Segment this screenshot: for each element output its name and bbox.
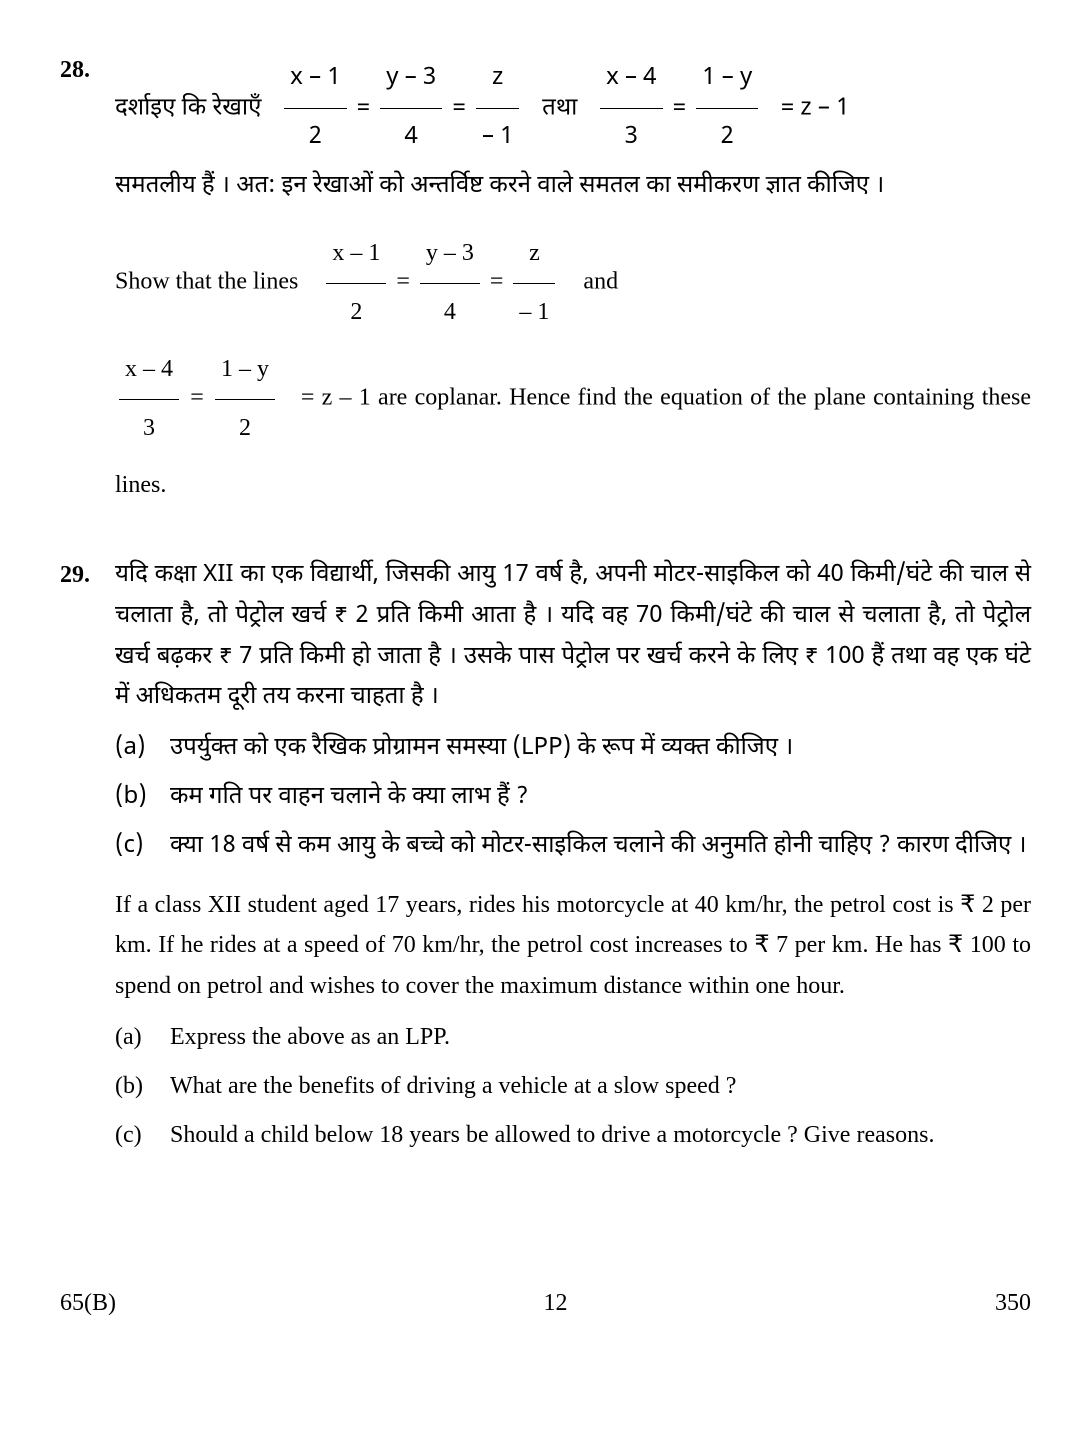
footer-left: 65(B) (60, 1283, 116, 1324)
frac-den: 4 (380, 109, 442, 167)
question-number: 28. (60, 50, 115, 515)
sub-a: (a) Express the above as an LPP. (115, 1017, 1031, 1058)
frac-num: x – 4 (119, 341, 179, 400)
frac-1: x – 1 2 (284, 50, 346, 166)
q29-english-body: If a class XII student aged 17 years, ri… (115, 885, 1031, 1007)
frac-num: y – 3 (380, 50, 442, 109)
hindi-suffix1: = z – 1 (781, 93, 849, 125)
sub-text: उपर्युक्त को एक रैखिक प्रोग्रामन समस्या … (170, 728, 1031, 769)
english-prefix: Show that the lines (115, 269, 298, 295)
sub-c: (c) Should a child below 18 years be all… (115, 1115, 1031, 1156)
sub-label: (c) (115, 1115, 170, 1156)
frac-2e: y – 3 4 (420, 225, 480, 341)
frac-3e: z – 1 (513, 225, 555, 341)
frac-num: y – 3 (420, 225, 480, 284)
frac-den: 2 (284, 109, 346, 167)
sub-b: (b) कम गति पर वाहन चलाने के क्या लाभ हैं… (115, 777, 1031, 818)
frac-5e: 1 – y 2 (215, 341, 275, 457)
frac-den: 4 (420, 284, 480, 342)
page-footer: 65(B) 12 350 (60, 1283, 1031, 1324)
q29-english-sublist: (a) Express the above as an LPP. (b) Wha… (115, 1017, 1031, 1155)
question-28: 28. दर्शाइए कि रेखाएँ x – 1 2 = y – 3 4 … (60, 50, 1031, 515)
frac-3: z – 1 (476, 50, 519, 166)
question-body: यदि कक्षा XII का एक विद्यार्थी, जिसकी आय… (115, 555, 1031, 1163)
sub-text: कम गति पर वाहन चलाने के क्या लाभ हैं ? (170, 777, 1031, 818)
frac-5: 1 – y 2 (696, 50, 758, 166)
sub-label: (b) (115, 777, 170, 818)
sub-label: (c) (115, 826, 170, 867)
sub-label: (b) (115, 1066, 170, 1107)
frac-1e: x – 1 2 (326, 225, 386, 341)
frac-4e: x – 4 3 (119, 341, 179, 457)
q29-hindi-sublist: (a) उपर्युक्त को एक रैखिक प्रोग्रामन समस… (115, 728, 1031, 866)
frac-num: x – 4 (600, 50, 662, 109)
english-and: and (583, 269, 618, 295)
frac-den: – 1 (476, 109, 519, 167)
footer-right: 350 (995, 1283, 1031, 1324)
sub-c: (c) क्या 18 वर्ष से कम आयु के बच्चे को म… (115, 826, 1031, 867)
sub-b: (b) What are the benefits of driving a v… (115, 1066, 1031, 1107)
sub-label: (a) (115, 1017, 170, 1058)
sub-text: Should a child below 18 years be allowed… (170, 1115, 1031, 1156)
q29-hindi-body: यदि कक्षा XII का एक विद्यार्थी, जिसकी आय… (115, 555, 1031, 718)
sub-a: (a) उपर्युक्त को एक रैखिक प्रोग्रामन समस… (115, 728, 1031, 769)
frac-den: 2 (696, 109, 758, 167)
frac-den: – 1 (513, 284, 555, 342)
footer-center: 12 (544, 1283, 568, 1324)
hindi-prefix: दर्शाइए कि रेखाएँ (115, 93, 261, 125)
frac-num: x – 1 (326, 225, 386, 284)
question-29: 29. यदि कक्षा XII का एक विद्यार्थी, जिसक… (60, 555, 1031, 1163)
q28-hindi: दर्शाइए कि रेखाएँ x – 1 2 = y – 3 4 = z … (115, 50, 1031, 166)
frac-den: 2 (326, 284, 386, 342)
frac-4: x – 4 3 (600, 50, 662, 166)
frac-num: z (476, 50, 519, 109)
sub-text: Express the above as an LPP. (170, 1017, 1031, 1058)
question-number: 29. (60, 555, 115, 1163)
frac-den: 3 (119, 400, 179, 458)
frac-den: 2 (215, 400, 275, 458)
q28-english: Show that the lines x – 1 2 = y – 3 4 = … (115, 225, 1031, 515)
sub-label: (a) (115, 728, 170, 769)
hindi-mid: तथा (542, 93, 577, 125)
sub-text: क्या 18 वर्ष से कम आयु के बच्चे को मोटर-… (170, 826, 1031, 867)
sub-text: What are the benefits of driving a vehic… (170, 1066, 1031, 1107)
frac-2: y – 3 4 (380, 50, 442, 166)
q28-hindi-line2: समतलीय हैं । अत: इन रेखाओं को अन्तर्विष्… (115, 166, 1031, 207)
frac-num: 1 – y (215, 341, 275, 400)
question-body: दर्शाइए कि रेखाएँ x – 1 2 = y – 3 4 = z … (115, 50, 1031, 515)
frac-num: 1 – y (696, 50, 758, 109)
frac-den: 3 (600, 109, 662, 167)
frac-num: x – 1 (284, 50, 346, 109)
frac-num: z (513, 225, 555, 284)
